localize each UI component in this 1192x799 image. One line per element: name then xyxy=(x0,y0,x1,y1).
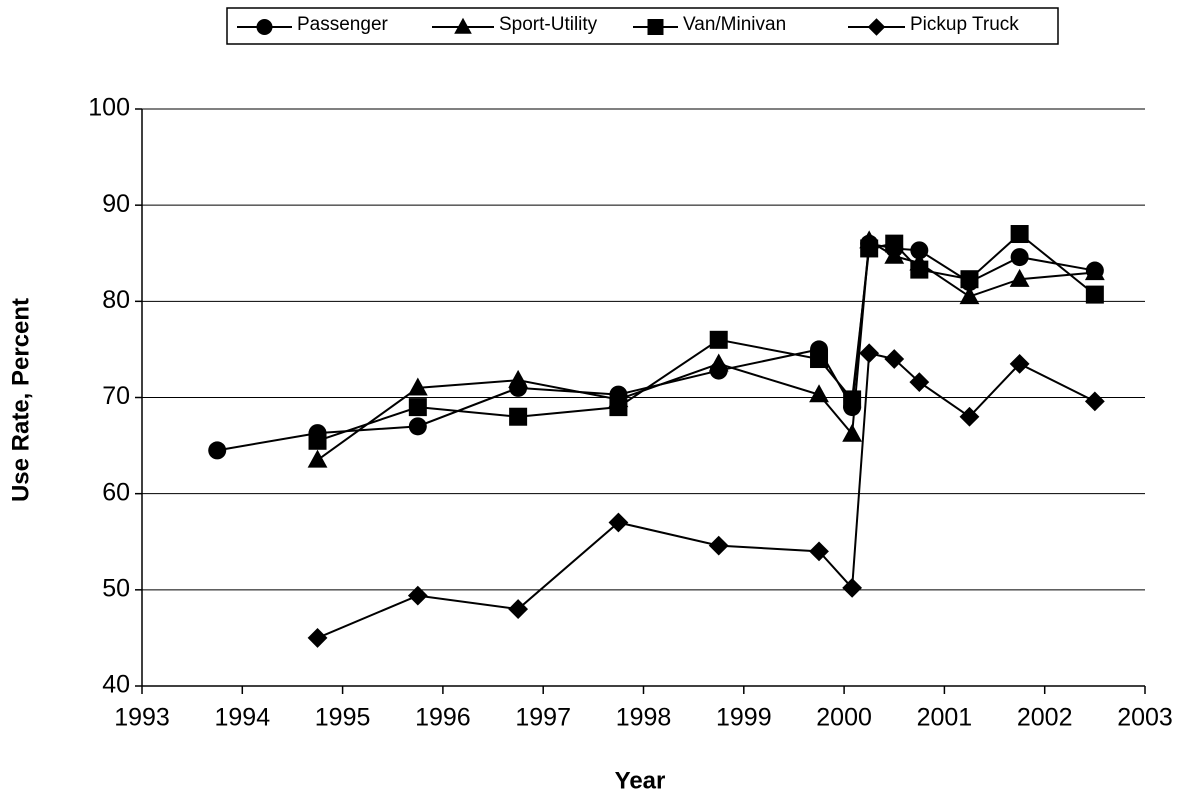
marker xyxy=(609,398,628,417)
marker xyxy=(1009,353,1030,374)
y-axis-label: Use Rate, Percent xyxy=(7,298,34,502)
series-line xyxy=(317,232,1096,442)
marker xyxy=(256,19,273,35)
marker xyxy=(843,390,862,409)
y-tick-label: 90 xyxy=(102,190,130,218)
marker xyxy=(647,19,664,35)
legend-label: Sport-Utility xyxy=(499,14,598,35)
marker xyxy=(910,241,929,260)
marker xyxy=(959,406,980,427)
marker xyxy=(508,599,529,619)
marker xyxy=(910,260,929,279)
marker xyxy=(1010,248,1029,267)
marker xyxy=(308,431,327,450)
marker xyxy=(208,441,227,460)
x-tick-label: 1996 xyxy=(415,704,471,732)
x-tick-label: 1994 xyxy=(214,704,270,732)
marker xyxy=(867,18,886,36)
marker xyxy=(307,449,328,468)
x-tick-label: 2000 xyxy=(816,704,872,732)
legend-label: Van/Minivan xyxy=(683,14,786,35)
marker xyxy=(408,417,427,436)
marker xyxy=(1009,268,1030,287)
marker xyxy=(608,512,629,533)
marker xyxy=(860,239,879,258)
marker xyxy=(959,286,980,305)
marker xyxy=(859,343,880,364)
marker xyxy=(454,17,472,34)
x-axis-label: Year xyxy=(615,767,666,794)
marker xyxy=(810,350,829,369)
x-tick-label: 1995 xyxy=(315,704,371,732)
marker xyxy=(508,369,529,388)
x-tick-label: 1999 xyxy=(716,704,772,732)
series-line xyxy=(317,352,1096,639)
x-tick-label: 2003 xyxy=(1117,704,1173,732)
marker xyxy=(809,541,829,562)
marker xyxy=(885,234,904,253)
y-tick-label: 80 xyxy=(102,286,130,314)
marker xyxy=(1010,225,1029,244)
x-tick-label: 2001 xyxy=(917,704,973,732)
marker xyxy=(842,578,863,598)
legend-label: Passenger xyxy=(297,14,389,35)
y-tick-label: 100 xyxy=(88,94,130,122)
marker xyxy=(884,349,905,369)
marker xyxy=(960,270,979,289)
marker xyxy=(809,384,829,403)
marker xyxy=(307,628,328,648)
marker xyxy=(407,585,428,606)
y-tick-label: 60 xyxy=(102,478,130,506)
marker xyxy=(909,372,930,393)
y-tick-label: 50 xyxy=(102,574,130,602)
marker xyxy=(842,423,863,442)
marker xyxy=(1084,262,1105,281)
marker xyxy=(509,407,528,426)
marker xyxy=(709,330,728,349)
marker xyxy=(708,535,729,556)
marker xyxy=(884,245,905,264)
y-tick-label: 70 xyxy=(102,382,130,410)
marker xyxy=(1085,285,1104,304)
y-tick-label: 40 xyxy=(102,671,130,699)
x-tick-label: 1998 xyxy=(616,704,672,732)
marker xyxy=(407,377,428,396)
x-tick-label: 2002 xyxy=(1017,704,1073,732)
legend-label: Pickup Truck xyxy=(910,14,1019,35)
marker xyxy=(408,398,427,417)
marker xyxy=(1084,391,1105,412)
x-tick-label: 1997 xyxy=(515,704,571,732)
marker xyxy=(708,353,729,372)
x-tick-label: 1993 xyxy=(114,704,170,732)
